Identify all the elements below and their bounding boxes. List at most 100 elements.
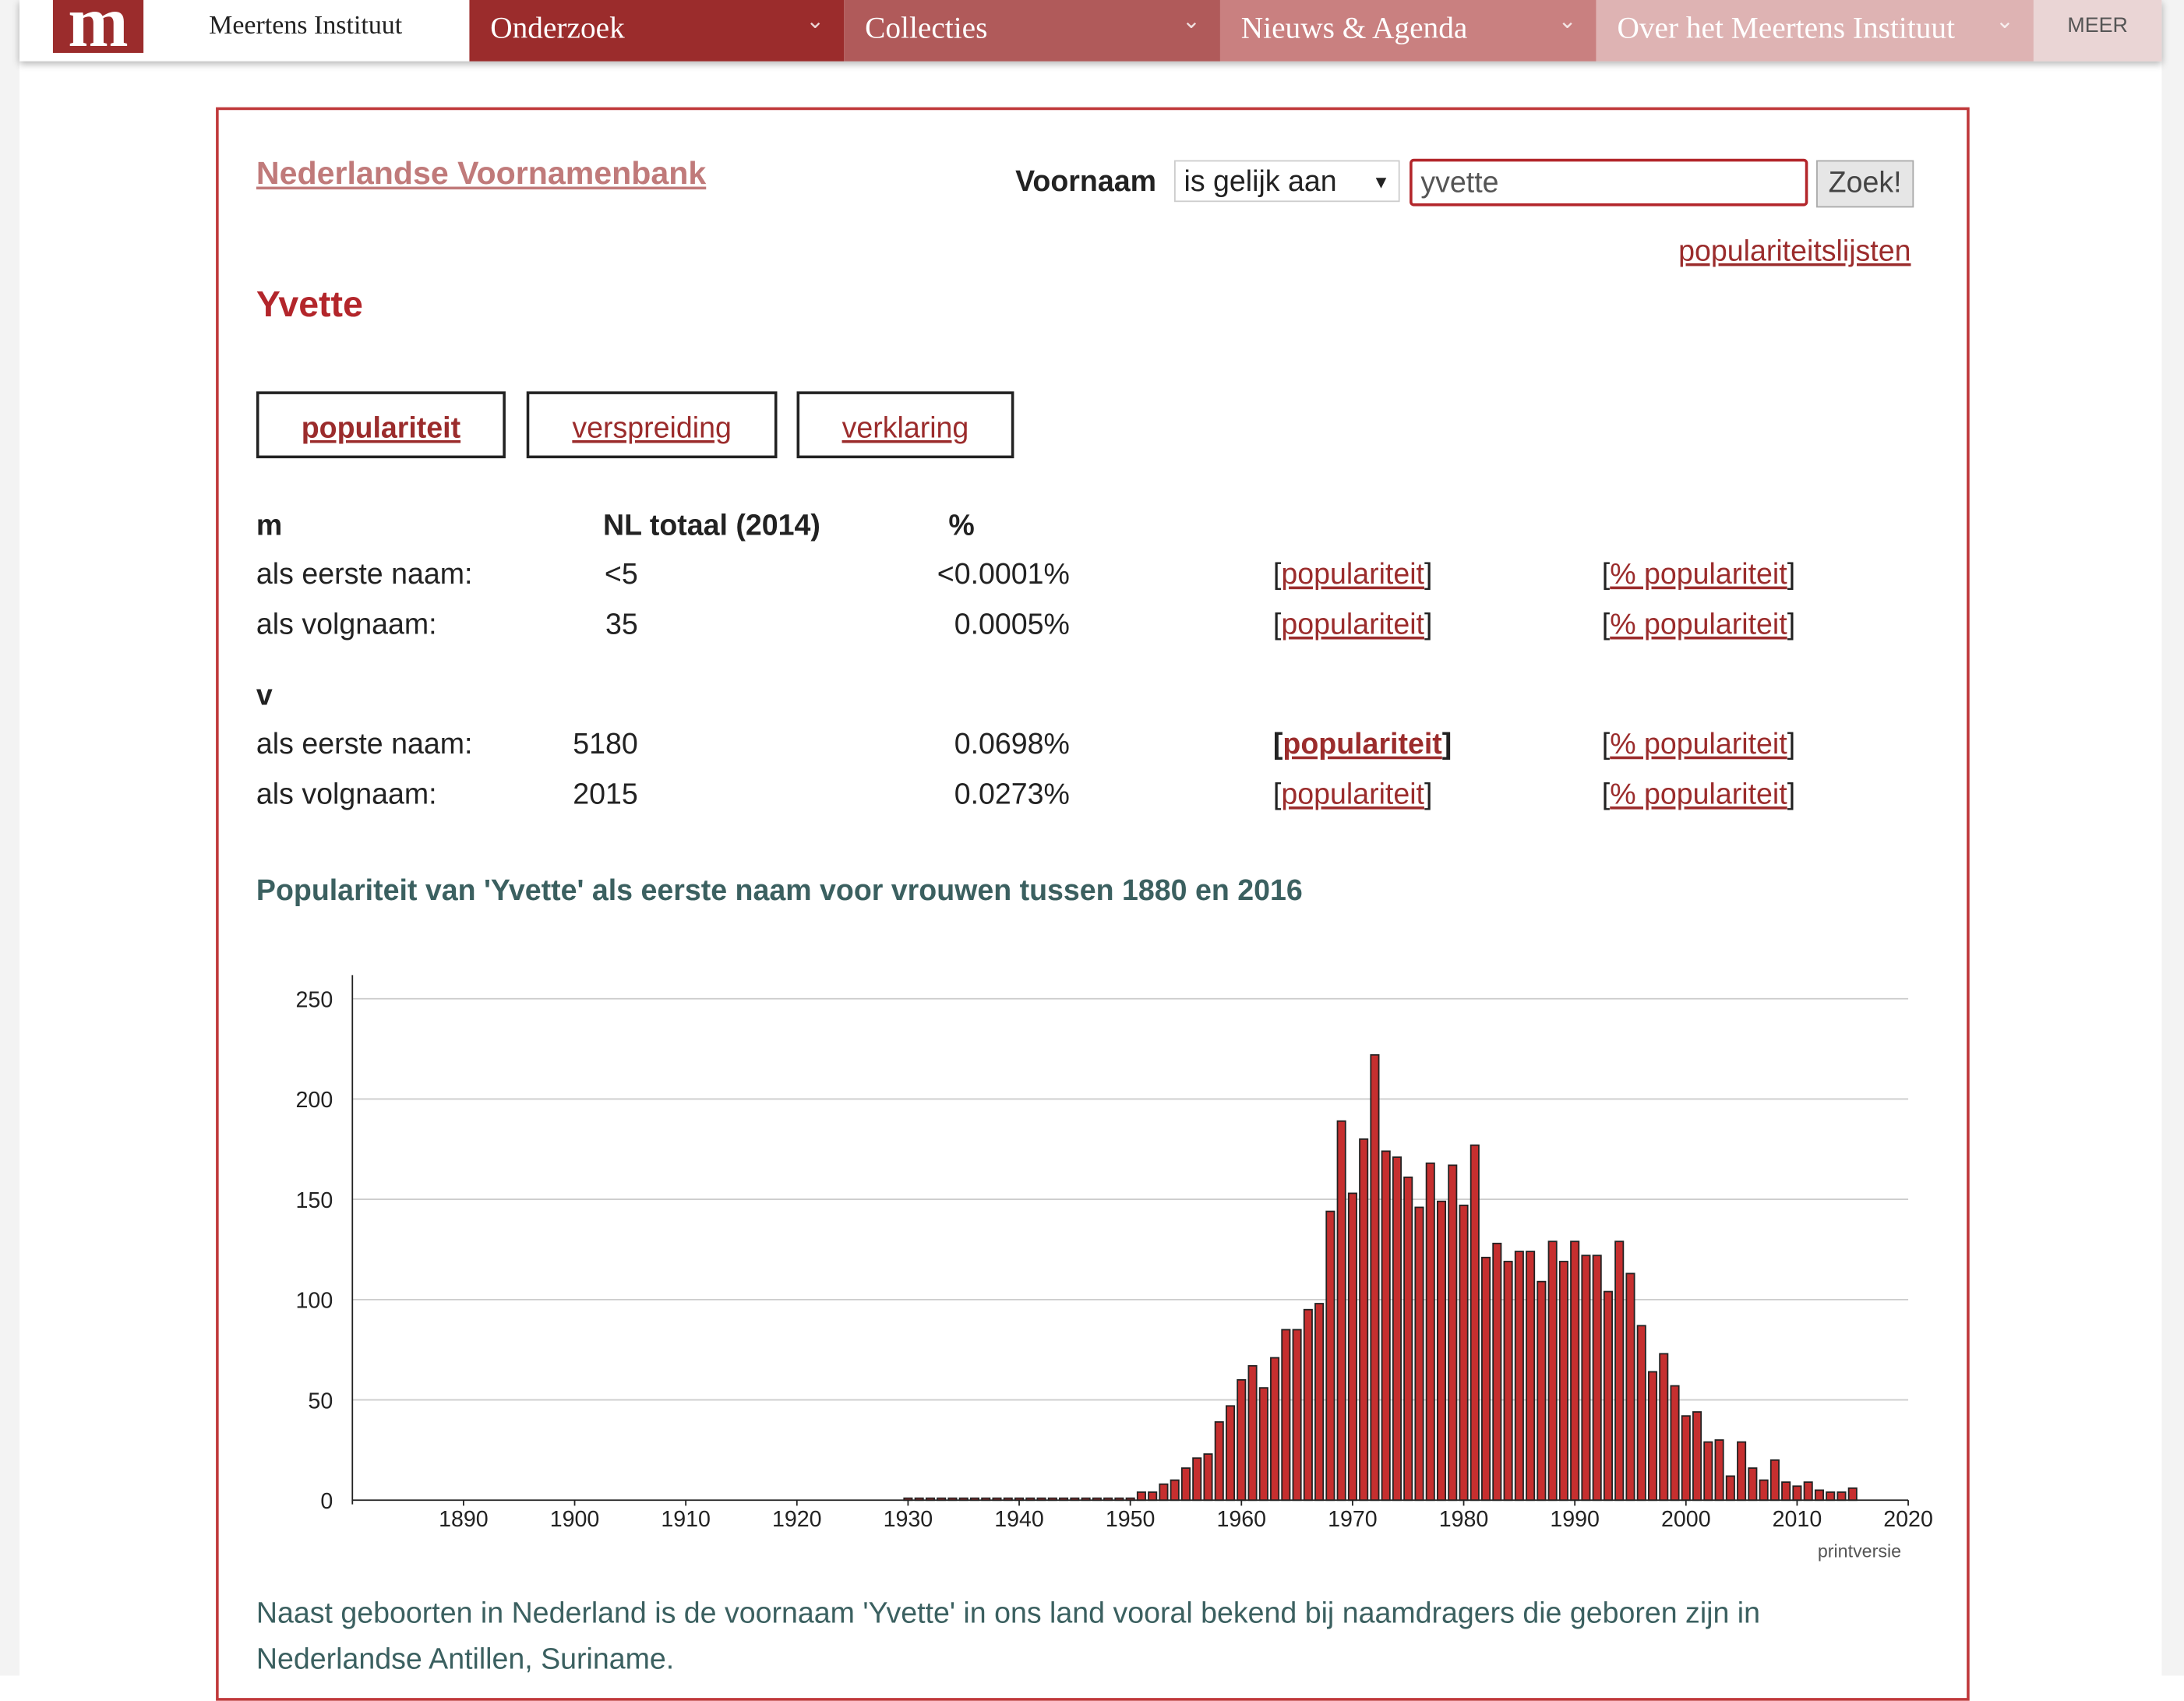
bar bbox=[1803, 1481, 1813, 1502]
tab[interactable]: verklaring bbox=[796, 391, 1014, 459]
bar bbox=[1826, 1491, 1836, 1502]
bar bbox=[1258, 1387, 1268, 1502]
count: 35 bbox=[605, 609, 638, 641]
search-input[interactable]: yvette bbox=[1410, 158, 1808, 206]
link[interactable]: populariteit bbox=[1273, 778, 1433, 812]
bar bbox=[1359, 1138, 1369, 1502]
percent: 0.0273% bbox=[954, 778, 1070, 811]
link[interactable]: % populariteit bbox=[1602, 559, 1795, 592]
y-tick-label: 200 bbox=[296, 1088, 333, 1113]
bar bbox=[1592, 1255, 1602, 1502]
x-tick-label: 1930 bbox=[884, 1507, 933, 1532]
bar bbox=[1748, 1467, 1758, 1502]
nav-more[interactable]: MEER bbox=[2033, 0, 2162, 62]
bar bbox=[1614, 1240, 1625, 1502]
y-tick-label: 50 bbox=[308, 1389, 333, 1413]
link-text[interactable]: populariteit bbox=[1281, 778, 1424, 811]
bar bbox=[1237, 1378, 1247, 1502]
bar bbox=[1247, 1364, 1258, 1502]
bar bbox=[1737, 1441, 1747, 1502]
bar bbox=[1436, 1200, 1447, 1502]
bar bbox=[1547, 1240, 1558, 1502]
x-tick-label: 1950 bbox=[1106, 1507, 1156, 1532]
link[interactable]: populariteit bbox=[1273, 609, 1433, 642]
logo[interactable]: m bbox=[52, 0, 144, 59]
bar bbox=[1314, 1303, 1325, 1502]
bar bbox=[1381, 1150, 1391, 1502]
bar bbox=[1281, 1329, 1291, 1502]
site-name[interactable]: Meertens Instituut bbox=[209, 11, 403, 41]
bar bbox=[1370, 1053, 1380, 1502]
link-text[interactable]: populariteit bbox=[1283, 728, 1442, 761]
bar bbox=[1180, 1467, 1191, 1502]
x-tick-label: 1980 bbox=[1439, 1507, 1489, 1532]
page-body bbox=[19, 0, 2162, 1676]
bar bbox=[1514, 1251, 1524, 1502]
bar bbox=[1347, 1192, 1357, 1502]
row-label: als volgnaam: bbox=[256, 778, 437, 811]
print-link[interactable]: printversie bbox=[1817, 1540, 1902, 1562]
x-tick-label: 2000 bbox=[1661, 1507, 1711, 1532]
nav-item[interactable]: Onderzoek bbox=[469, 0, 845, 62]
bar bbox=[1481, 1256, 1491, 1502]
link-text[interactable]: populariteit bbox=[1281, 609, 1424, 641]
site-title[interactable]: Nederlandse Voornamenbank bbox=[256, 154, 707, 191]
search-select[interactable]: is gelijk aan ▼ bbox=[1173, 160, 1400, 203]
column-header: % bbox=[948, 510, 975, 542]
link[interactable]: populariteit bbox=[1273, 729, 1452, 762]
tab[interactable]: verspreiding bbox=[526, 391, 778, 459]
x-tick-label: 1890 bbox=[439, 1507, 489, 1532]
bar bbox=[1492, 1242, 1502, 1502]
bar bbox=[1203, 1453, 1213, 1502]
bar bbox=[1847, 1487, 1858, 1502]
bar bbox=[1214, 1420, 1224, 1502]
bar bbox=[1759, 1479, 1769, 1502]
link-text[interactable]: populariteit bbox=[1281, 558, 1424, 591]
group-label: m bbox=[256, 510, 283, 542]
bar bbox=[1647, 1371, 1658, 1502]
y-tick-label: 100 bbox=[296, 1289, 333, 1314]
bar bbox=[1136, 1491, 1146, 1502]
x-tick-label: 1910 bbox=[661, 1507, 711, 1532]
link-text[interactable]: % populariteit bbox=[1610, 778, 1787, 811]
x-tick-label: 2020 bbox=[1883, 1507, 1933, 1532]
bar bbox=[1814, 1489, 1824, 1502]
link[interactable]: % populariteit bbox=[1602, 609, 1795, 642]
nav-item[interactable]: Nieuws & Agenda bbox=[1219, 0, 1597, 62]
bar bbox=[1659, 1353, 1669, 1502]
footer-text: Naast geboorten in Nederland is de voorn… bbox=[256, 1597, 1761, 1676]
bar bbox=[1292, 1329, 1302, 1502]
nav-item[interactable]: Over het Meertens Instituut bbox=[1596, 0, 2034, 62]
x-tick-label: 1900 bbox=[550, 1507, 600, 1532]
bar bbox=[1725, 1475, 1735, 1502]
bar bbox=[1603, 1290, 1613, 1502]
bar bbox=[1414, 1206, 1424, 1502]
bar bbox=[1781, 1481, 1791, 1502]
x-tick-label: 1970 bbox=[1328, 1507, 1378, 1532]
bar bbox=[1692, 1411, 1702, 1502]
search-button[interactable]: Zoek! bbox=[1816, 160, 1914, 208]
link-text[interactable]: % populariteit bbox=[1610, 728, 1787, 761]
tab[interactable]: populariteit bbox=[256, 391, 506, 459]
chart: 0 50 100 150 200 250 1890 1900 1910 1920 1930 1940 1… bbox=[296, 975, 1933, 1532]
link-text[interactable]: % populariteit bbox=[1610, 609, 1787, 641]
link[interactable]: populariteit bbox=[1273, 559, 1433, 592]
link-text[interactable]: % populariteit bbox=[1610, 558, 1787, 591]
link[interactable]: % populariteit bbox=[1602, 778, 1795, 812]
search-label: Voornaam bbox=[1015, 165, 1156, 198]
count: 5180 bbox=[573, 728, 638, 761]
percent: 0.0005% bbox=[954, 609, 1070, 641]
link[interactable]: % populariteit bbox=[1602, 729, 1795, 762]
bar bbox=[1703, 1441, 1713, 1502]
bar bbox=[1636, 1325, 1646, 1502]
bar bbox=[1581, 1255, 1591, 1502]
column-header: NL totaal (2014) bbox=[603, 510, 820, 542]
bar bbox=[1392, 1156, 1402, 1502]
bar bbox=[1836, 1491, 1847, 1502]
bar bbox=[1681, 1415, 1691, 1502]
lists-link[interactable]: populariteitslijsten bbox=[1678, 235, 1911, 268]
nav-item[interactable]: Collecties bbox=[844, 0, 1220, 62]
bar bbox=[1148, 1491, 1158, 1502]
